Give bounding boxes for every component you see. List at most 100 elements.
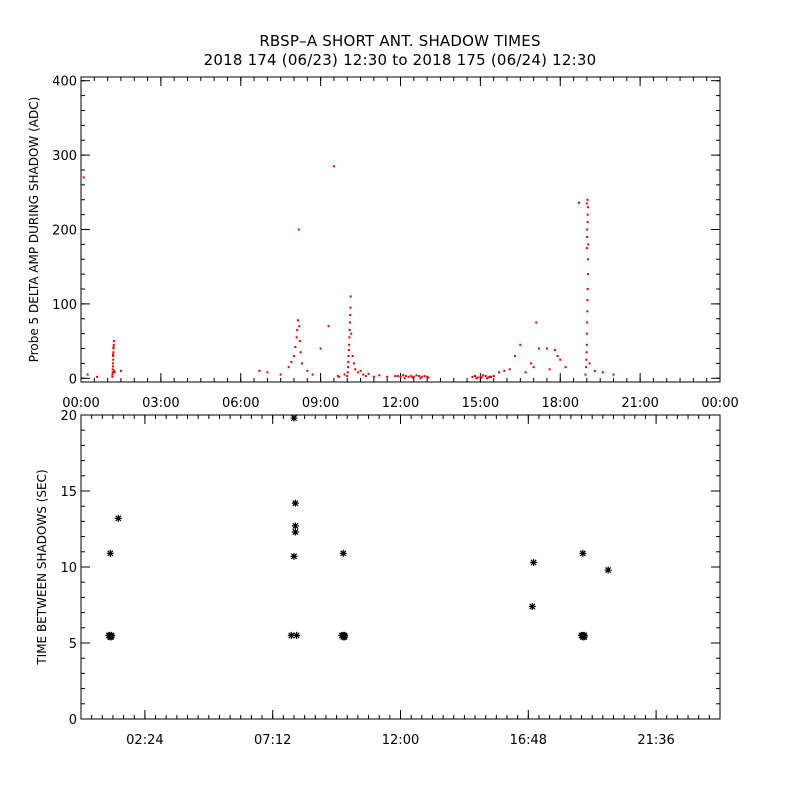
- data-point: [420, 375, 423, 378]
- data-point: [372, 375, 375, 378]
- data-point: [585, 247, 588, 250]
- data-point: [553, 349, 556, 352]
- data-point: [586, 321, 589, 324]
- data-point: [587, 243, 590, 246]
- data-point: [112, 347, 115, 350]
- x-tick-label: 21:00: [621, 396, 658, 411]
- data-point: [295, 336, 298, 339]
- data-point: [403, 377, 406, 380]
- data-point: [584, 373, 587, 376]
- data-point: [508, 368, 511, 371]
- data-point: [412, 375, 415, 378]
- data-point: [545, 347, 548, 350]
- y-tick-label: 0: [69, 372, 77, 387]
- y-tick-label: 100: [52, 298, 77, 313]
- data-point: [294, 346, 297, 349]
- data-point: [586, 288, 589, 291]
- data-point: [394, 375, 397, 378]
- data-point: [486, 377, 489, 380]
- data-point: [112, 354, 115, 357]
- x-tick-label: 21:36: [637, 733, 674, 748]
- data-point: [347, 354, 350, 357]
- data-point: [111, 373, 114, 376]
- data-point: [319, 347, 322, 350]
- data-point: [471, 375, 474, 378]
- data-point: [332, 165, 335, 168]
- data-point: [306, 369, 309, 372]
- data-point: [585, 366, 588, 369]
- data-point: [290, 414, 298, 422]
- data-point: [362, 373, 365, 376]
- data-point: [492, 375, 495, 378]
- data-point: [367, 372, 370, 375]
- data-point: [311, 373, 314, 376]
- data-point: [479, 375, 482, 378]
- data-point: [351, 354, 354, 357]
- data-point: [290, 360, 293, 363]
- data-point: [364, 375, 367, 378]
- data-point: [482, 374, 485, 377]
- data-point: [298, 340, 301, 343]
- chart-title: RBSP–A SHORT ANT. SHADOW TIMES: [259, 32, 541, 50]
- data-point: [287, 631, 295, 639]
- data-point: [111, 353, 114, 356]
- data-point: [119, 369, 122, 372]
- data-point: [475, 377, 478, 380]
- plot-frame: [80, 414, 721, 720]
- data-point: [586, 213, 589, 216]
- data-point: [586, 206, 589, 209]
- data-point: [298, 325, 301, 328]
- y-axis-title: Probe 5 DELTA AMP DURING SHADOW (ADC): [27, 97, 41, 363]
- data-point: [341, 633, 349, 641]
- data-point: [585, 202, 588, 205]
- data-point: [585, 358, 588, 361]
- data-point: [338, 375, 341, 378]
- data-point: [291, 528, 299, 536]
- data-point: [95, 375, 98, 378]
- data-point: [293, 631, 301, 639]
- x-tick-label: 07:12: [254, 733, 291, 748]
- data-point: [585, 343, 588, 346]
- panel-bottom: 02:24 07:12 12:00 16:48 21:36 0 5 10 15 20 TIME BE…: [35, 409, 721, 748]
- data-point: [529, 362, 532, 365]
- data-point: [348, 328, 351, 331]
- data-point: [480, 376, 483, 379]
- plot-frame: [80, 76, 721, 383]
- data-point: [487, 376, 490, 379]
- data-point: [348, 321, 351, 324]
- data-point: [347, 366, 350, 369]
- data-point: [349, 295, 352, 298]
- data-point: [586, 198, 589, 201]
- data-point: [404, 375, 407, 378]
- data-point: [593, 369, 596, 372]
- data-point: [577, 201, 580, 204]
- x-tick-label: 12:00: [382, 733, 419, 748]
- data-point: [343, 373, 346, 376]
- data-point: [112, 343, 115, 346]
- chart-subtitle: 2018 174 (06/23) 12:30 to 2018 175 (06/2…: [203, 51, 597, 69]
- data-point: [111, 362, 114, 365]
- y-tick-label: 15: [60, 485, 77, 500]
- data-point: [347, 360, 350, 363]
- data-point: [586, 310, 589, 313]
- data-point: [327, 325, 330, 328]
- x-tick-label: 09:00: [302, 396, 339, 411]
- data-point: [354, 368, 357, 371]
- data-point: [579, 549, 587, 557]
- y-tick-label: 10: [60, 561, 77, 576]
- data-point: [82, 176, 85, 179]
- data-point: [386, 375, 389, 378]
- data-point: [580, 633, 588, 641]
- data-point: [410, 375, 413, 378]
- data-point: [86, 373, 89, 376]
- data-point: [111, 365, 114, 368]
- data-point: [378, 374, 381, 377]
- data-point: [586, 299, 589, 302]
- data-point: [423, 375, 426, 378]
- x-tick-label: 12:00: [382, 396, 419, 411]
- data-point: [279, 373, 282, 376]
- data-point: [556, 354, 559, 357]
- data-point: [112, 358, 115, 361]
- data-point: [513, 354, 516, 357]
